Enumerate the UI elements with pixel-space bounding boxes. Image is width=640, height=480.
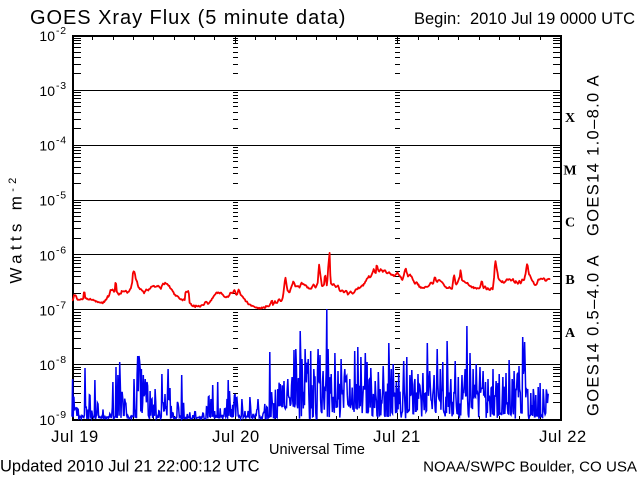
svg-text:X: X [565, 111, 575, 126]
svg-text:10: 10 [39, 247, 55, 263]
svg-text:-4: -4 [56, 135, 67, 147]
svg-text:-5: -5 [56, 190, 67, 202]
svg-text:-2: -2 [56, 25, 67, 37]
svg-text:Jul 22: Jul 22 [539, 428, 587, 446]
svg-text:-8: -8 [56, 354, 67, 366]
svg-text:Universal Time: Universal Time [269, 442, 365, 458]
svg-text:-6: -6 [56, 244, 67, 256]
svg-text:10: 10 [39, 138, 55, 154]
svg-text:10: 10 [39, 193, 55, 209]
svg-text:C: C [565, 216, 575, 231]
svg-text:Watts m-2: Watts m-2 [7, 173, 26, 283]
svg-text:GOES Xray Flux (5 minute data): GOES Xray Flux (5 minute data) [30, 7, 346, 29]
svg-text:10: 10 [39, 412, 55, 428]
svg-text:M: M [563, 164, 576, 179]
svg-text:Jul 20: Jul 20 [212, 428, 260, 446]
svg-text:10: 10 [39, 83, 55, 99]
svg-text:Jul 19: Jul 19 [51, 428, 99, 446]
svg-text:GOES14 1.0–8.0 A: GOES14 1.0–8.0 A [585, 74, 603, 236]
svg-text:10: 10 [39, 28, 55, 44]
svg-text:10: 10 [39, 357, 55, 373]
svg-text:NOAA/SWPC Boulder, CO USA: NOAA/SWPC Boulder, CO USA [423, 459, 638, 476]
svg-text:B: B [565, 273, 574, 288]
svg-text:-9: -9 [56, 409, 67, 421]
svg-text:Begin: 2010 Jul 19 0000 UTC: Begin: 2010 Jul 19 0000 UTC [414, 10, 635, 28]
svg-text:A: A [565, 326, 576, 341]
svg-text:Jul 21: Jul 21 [373, 428, 421, 446]
svg-text:Updated 2010 Jul 21 22:00:12 U: Updated 2010 Jul 21 22:00:12 UTC [0, 458, 260, 476]
svg-text:-3: -3 [56, 80, 67, 92]
svg-text:GOES14 0.5–4.0 A: GOES14 0.5–4.0 A [585, 254, 603, 416]
svg-text:10: 10 [39, 302, 55, 318]
svg-text:-7: -7 [56, 299, 67, 311]
